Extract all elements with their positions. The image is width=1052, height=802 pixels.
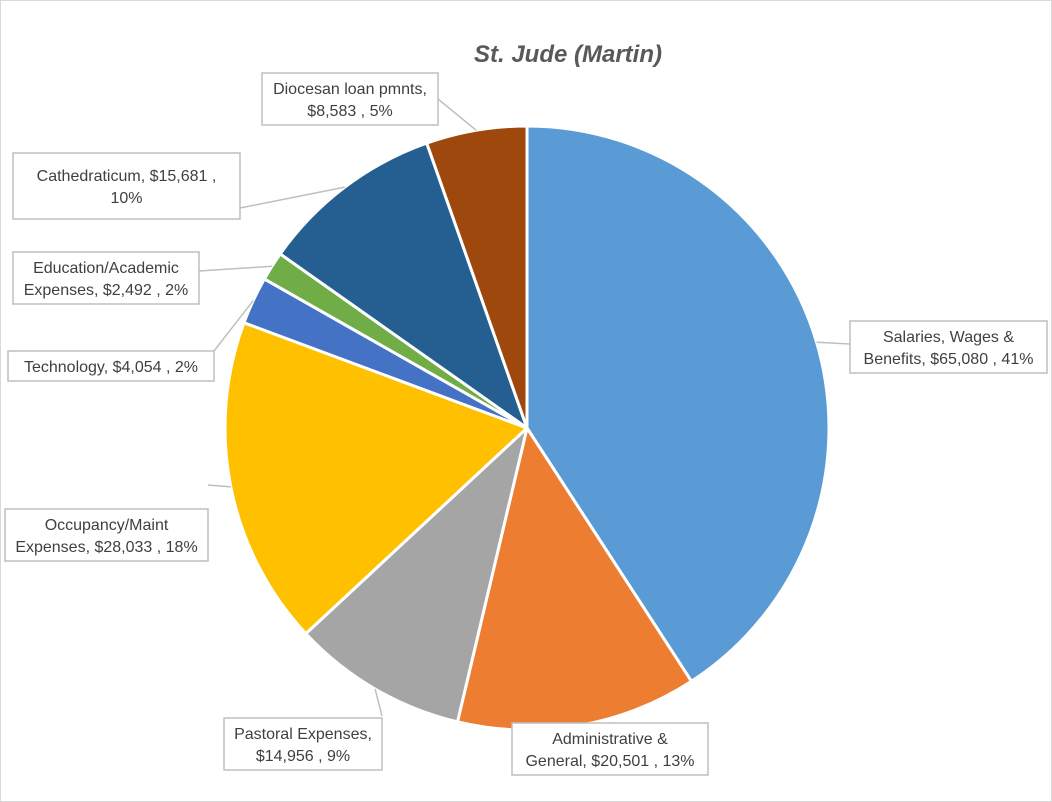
data-label-box-2 [223, 717, 383, 771]
leader-line-7 [437, 98, 477, 131]
data-label-6: Cathedraticum, $15,681 , 10% [12, 152, 241, 220]
data-labels: Salaries, Wages & Benefits, $65,080 , 41%… [4, 72, 1048, 776]
pie-slice-6 [278, 141, 529, 430]
data-label-text-7-1: $8,583 , 5% [307, 103, 392, 120]
leader-line-2 [374, 688, 383, 717]
data-label-box-1 [511, 722, 709, 776]
data-label-2: Pastoral Expenses, $14,956 , 9% [223, 717, 383, 771]
data-label-text-7-0: Diocesan loan pmnts, [273, 81, 427, 98]
data-label-0: Salaries, Wages & Benefits, $65,080 , 41% [849, 320, 1048, 374]
data-label-text-6-0: Cathedraticum, $15,681 , [37, 168, 217, 185]
data-label-1: Administrative & General, $20,501 , 13% [511, 722, 709, 776]
data-label-box-5 [12, 251, 200, 305]
chart-title: St. Jude (Martin) [474, 41, 662, 68]
data-label-box-7 [261, 72, 439, 126]
pie-slices [223, 124, 831, 732]
data-label-text-1-0: Administrative & [552, 731, 668, 748]
leader-line-4 [213, 299, 254, 352]
data-label-text-3-1: Expenses, $28,033 , 18% [15, 539, 197, 556]
data-label-3: Occupancy/Maint Expenses, $28,033 , 18% [4, 508, 209, 562]
data-label-5: Education/Academic Expenses, $2,492 , 2% [12, 251, 200, 305]
data-label-text-5-1: Expenses, $2,492 , 2% [24, 282, 189, 299]
leader-line-5 [198, 265, 273, 272]
leader-line-6 [239, 186, 345, 209]
leader-line-3 [207, 484, 231, 488]
data-label-text-1-1: General, $20,501 , 13% [525, 753, 694, 770]
data-label-text-5-0: Education/Academic [33, 260, 179, 277]
data-label-text-0-0: Salaries, Wages & [883, 329, 1014, 346]
leader-lines [198, 98, 851, 727]
data-label-text-2-0: Pastoral Expenses, [234, 726, 372, 743]
data-label-box-3 [4, 508, 209, 562]
data-label-box-6 [12, 152, 241, 220]
pie-slice-2 [304, 426, 529, 724]
data-label-text-3-0: Occupancy/Maint [45, 517, 169, 534]
leader-line-0 [816, 341, 851, 345]
data-label-box-4 [7, 350, 215, 382]
data-label-4: Technology, $4,054 , 2% [7, 350, 215, 382]
data-label-text-2-1: $14,956 , 9% [256, 748, 350, 765]
data-label-text-4-0: Technology, $4,054 , 2% [24, 359, 198, 376]
data-label-text-6-1: 10% [110, 190, 142, 207]
data-label-7: Diocesan loan pmnts, $8,583 , 5% [261, 72, 439, 126]
data-label-text-0-1: Benefits, $65,080 , 41% [864, 351, 1034, 368]
data-label-box-0 [849, 320, 1048, 374]
